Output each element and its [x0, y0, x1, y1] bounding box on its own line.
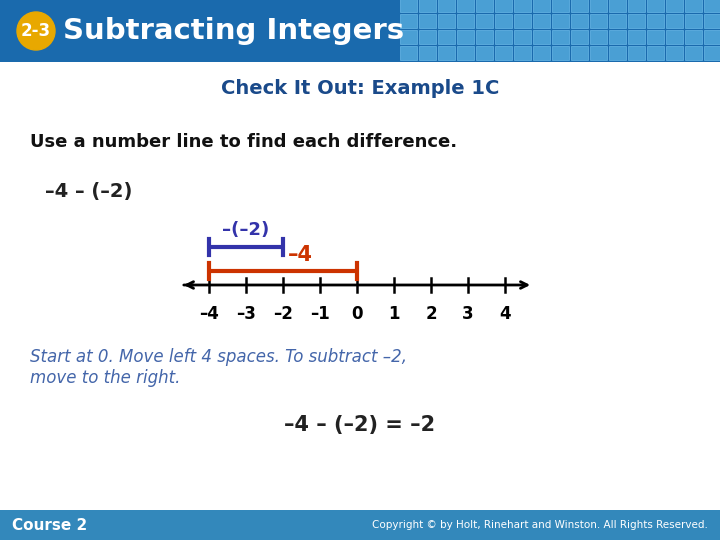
Bar	[685, 14, 702, 28]
Bar	[533, 14, 550, 28]
Bar	[590, 14, 607, 28]
Bar	[419, 0, 436, 12]
Bar	[514, 14, 531, 28]
Bar	[438, 14, 455, 28]
Text: –3: –3	[236, 305, 256, 323]
Text: 4: 4	[499, 305, 510, 323]
Bar	[552, 0, 569, 12]
Text: Check It Out: Example 1C: Check It Out: Example 1C	[221, 78, 499, 98]
Bar	[476, 30, 493, 44]
Bar	[704, 30, 720, 44]
Text: –1: –1	[310, 305, 330, 323]
Bar	[0, 0, 720, 62]
Bar	[609, 30, 626, 44]
Bar	[419, 14, 436, 28]
Bar	[609, 46, 626, 60]
Bar	[628, 30, 645, 44]
Bar	[495, 0, 512, 12]
Bar	[495, 14, 512, 28]
Bar	[438, 0, 455, 12]
Bar	[514, 46, 531, 60]
Bar	[495, 30, 512, 44]
Text: 2: 2	[426, 305, 437, 323]
Bar	[590, 46, 607, 60]
Bar	[666, 30, 683, 44]
Bar	[647, 14, 664, 28]
Bar	[552, 30, 569, 44]
Bar	[400, 14, 417, 28]
Bar	[457, 30, 474, 44]
Bar	[400, 30, 417, 44]
Text: Subtracting Integers: Subtracting Integers	[63, 17, 404, 45]
Text: –(–2): –(–2)	[222, 221, 269, 239]
Bar	[476, 0, 493, 12]
Bar	[571, 30, 588, 44]
Bar	[590, 0, 607, 12]
Bar	[457, 14, 474, 28]
Bar	[704, 0, 720, 12]
Bar	[628, 0, 645, 12]
Bar	[628, 46, 645, 60]
Text: Course 2: Course 2	[12, 517, 87, 532]
Bar	[419, 46, 436, 60]
Bar	[704, 46, 720, 60]
Bar	[666, 46, 683, 60]
Text: 1: 1	[388, 305, 400, 323]
Text: –4: –4	[199, 305, 219, 323]
Text: –4 – (–2) = –2: –4 – (–2) = –2	[284, 415, 436, 435]
Bar	[514, 0, 531, 12]
Text: –4: –4	[288, 245, 313, 265]
Text: 0: 0	[351, 305, 363, 323]
Text: Start at 0. Move left 4 spaces. To subtract –2,: Start at 0. Move left 4 spaces. To subtr…	[30, 348, 407, 366]
Bar	[571, 0, 588, 12]
Bar	[571, 14, 588, 28]
Circle shape	[17, 12, 55, 50]
Bar	[457, 46, 474, 60]
Text: Copyright © by Holt, Rinehart and Winston. All Rights Reserved.: Copyright © by Holt, Rinehart and Winsto…	[372, 520, 708, 530]
Bar	[533, 46, 550, 60]
Bar	[590, 30, 607, 44]
Bar	[438, 46, 455, 60]
Bar	[457, 0, 474, 12]
Bar	[400, 0, 417, 12]
Bar	[647, 46, 664, 60]
Bar	[514, 30, 531, 44]
Bar	[628, 14, 645, 28]
Text: –2: –2	[273, 305, 293, 323]
Bar	[533, 0, 550, 12]
Bar	[609, 0, 626, 12]
Text: 2-3: 2-3	[21, 22, 51, 40]
Bar	[0, 510, 720, 540]
Bar	[609, 14, 626, 28]
Bar	[685, 30, 702, 44]
Bar	[685, 46, 702, 60]
Bar	[533, 30, 550, 44]
Bar	[476, 46, 493, 60]
Bar	[647, 30, 664, 44]
Bar	[552, 46, 569, 60]
Bar	[647, 0, 664, 12]
Bar	[552, 14, 569, 28]
Bar	[495, 46, 512, 60]
Bar	[571, 46, 588, 60]
Bar	[704, 14, 720, 28]
Bar	[400, 46, 417, 60]
Bar	[438, 30, 455, 44]
Bar	[666, 14, 683, 28]
Text: move to the right.: move to the right.	[30, 369, 181, 387]
Bar	[685, 0, 702, 12]
Bar	[476, 14, 493, 28]
Text: Use a number line to find each difference.: Use a number line to find each differenc…	[30, 133, 457, 151]
Bar	[666, 0, 683, 12]
Bar	[419, 30, 436, 44]
Text: 3: 3	[462, 305, 474, 323]
Text: –4 – (–2): –4 – (–2)	[45, 183, 132, 201]
